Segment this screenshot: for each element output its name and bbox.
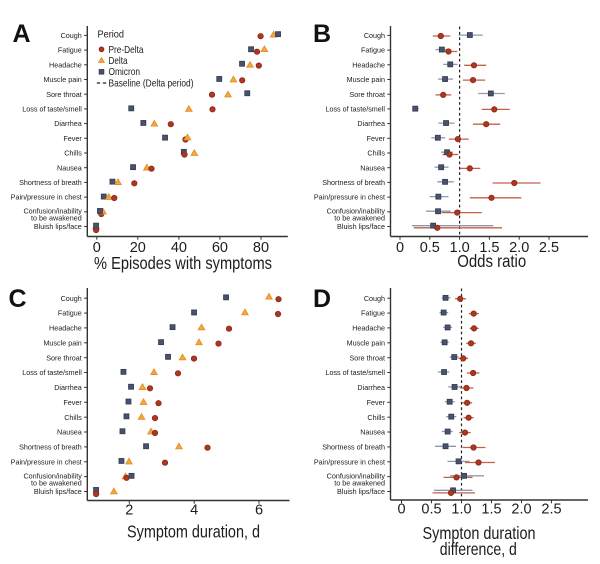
svg-text:Loss of taste/smell: Loss of taste/smell [22,105,82,114]
svg-text:Diarrhea: Diarrhea [357,383,385,392]
svg-text:Nausea: Nausea [57,163,82,172]
svg-text:80: 80 [253,240,269,256]
svg-text:Headache: Headache [49,60,82,69]
svg-text:to be awakened: to be awakened [31,214,82,223]
svg-text:difference, d: difference, d [440,539,517,559]
svg-text:Loss of taste/smell: Loss of taste/smell [325,105,385,114]
svg-text:Shortness of breath: Shortness of breath [322,178,385,187]
svg-text:Fever: Fever [63,134,82,143]
svg-text:Cough: Cough [61,294,82,303]
svg-text:Sore throat: Sore throat [349,353,385,362]
svg-text:% Episodes with symptoms: % Episodes with symptoms [94,253,272,273]
svg-text:Chills: Chills [64,149,82,158]
svg-text:Chills: Chills [64,413,82,422]
svg-text:Confusion/inability: Confusion/inability [23,471,82,480]
svg-text:to be awakened: to be awakened [334,214,385,223]
svg-text:Muscle pain: Muscle pain [347,75,385,84]
svg-text:Odds ratio: Odds ratio [457,251,526,271]
svg-text:Shortness of breath: Shortness of breath [19,178,82,187]
svg-text:Confusion/inability: Confusion/inability [327,207,386,216]
svg-text:Delta: Delta [109,56,128,67]
svg-text:Diarrhea: Diarrhea [54,383,82,392]
svg-text:Bluish lips/face: Bluish lips/face [34,487,82,496]
svg-text:2.0: 2.0 [509,240,529,256]
svg-text:Nausea: Nausea [360,428,385,437]
svg-text:40: 40 [171,240,187,256]
svg-text:Cough: Cough [364,31,385,40]
svg-text:Muscle pain: Muscle pain [43,75,81,84]
svg-text:Shortness of breath: Shortness of breath [322,443,385,452]
svg-text:60: 60 [212,240,228,256]
svg-text:Diarrhea: Diarrhea [54,119,82,128]
svg-text:Cough: Cough [61,31,82,40]
svg-text:Sore throat: Sore throat [349,90,385,99]
svg-text:0: 0 [93,240,101,256]
svg-text:0: 0 [396,240,404,256]
svg-text:Headache: Headache [352,324,385,333]
svg-text:Loss of taste/smell: Loss of taste/smell [325,368,385,377]
svg-text:Fever: Fever [367,134,386,143]
svg-text:Fatigue: Fatigue [361,309,385,318]
svg-text:Nausea: Nausea [57,428,82,437]
svg-text:2.5: 2.5 [539,240,559,256]
svg-text:Loss of taste/smell: Loss of taste/smell [22,368,82,377]
svg-text:Fatigue: Fatigue [58,46,82,55]
svg-text:A: A [13,20,31,48]
svg-text:C: C [9,285,27,313]
svg-text:2.5: 2.5 [541,502,561,518]
svg-text:Bluish lips/face: Bluish lips/face [337,487,385,496]
svg-text:B: B [313,20,331,48]
svg-text:1.0: 1.0 [450,240,470,256]
svg-text:Baseline (Delta period): Baseline (Delta period) [109,78,194,89]
svg-text:D: D [313,285,331,313]
svg-text:Chills: Chills [367,413,385,422]
svg-text:1.5: 1.5 [479,240,499,256]
svg-text:2: 2 [125,503,133,519]
svg-text:to be awakened: to be awakened [334,478,385,487]
svg-text:Cough: Cough [364,294,385,303]
svg-text:Pain/pressure in chest: Pain/pressure in chest [314,193,385,202]
svg-text:Confusion/inability: Confusion/inability [327,471,386,480]
svg-text:Pain/pressure in chest: Pain/pressure in chest [11,193,82,202]
svg-text:1.0: 1.0 [451,502,471,518]
svg-text:Muscle pain: Muscle pain [347,338,385,347]
svg-text:0: 0 [397,502,405,518]
svg-text:20: 20 [130,240,146,256]
svg-text:Chills: Chills [367,149,385,158]
svg-text:Bluish lips/face: Bluish lips/face [337,222,385,231]
svg-text:Fatigue: Fatigue [361,46,385,55]
svg-text:Headache: Headache [49,324,82,333]
svg-text:4: 4 [190,503,198,519]
svg-text:Muscle pain: Muscle pain [43,338,81,347]
svg-text:Pain/pressure in chest: Pain/pressure in chest [314,457,385,466]
svg-text:Pain/pressure in chest: Pain/pressure in chest [11,457,82,466]
svg-text:Fever: Fever [367,398,386,407]
svg-text:Sore throat: Sore throat [46,353,82,362]
svg-text:Sore throat: Sore throat [46,90,82,99]
svg-text:Nausea: Nausea [360,163,385,172]
svg-text:Fatigue: Fatigue [58,309,82,318]
svg-text:1.5: 1.5 [481,502,501,518]
svg-text:6: 6 [255,503,263,519]
svg-text:Fever: Fever [63,398,82,407]
svg-text:Bluish lips/face: Bluish lips/face [34,222,82,231]
svg-text:Diarrhea: Diarrhea [357,119,385,128]
svg-text:Omicron: Omicron [109,67,141,78]
svg-text:0.5: 0.5 [421,502,441,518]
svg-text:Pre-Delta: Pre-Delta [109,45,144,56]
svg-text:Sympton duration: Sympton duration [423,523,536,543]
svg-text:to be awakened: to be awakened [31,478,82,487]
svg-text:Confusion/inability: Confusion/inability [23,207,82,216]
svg-text:0.5: 0.5 [420,240,440,256]
svg-text:Symptom duration, d: Symptom duration, d [127,522,260,542]
svg-text:Shortness of breath: Shortness of breath [19,443,82,452]
svg-text:2.0: 2.0 [511,502,531,518]
svg-text:Period: Period [98,30,125,41]
svg-text:Headache: Headache [352,60,385,69]
